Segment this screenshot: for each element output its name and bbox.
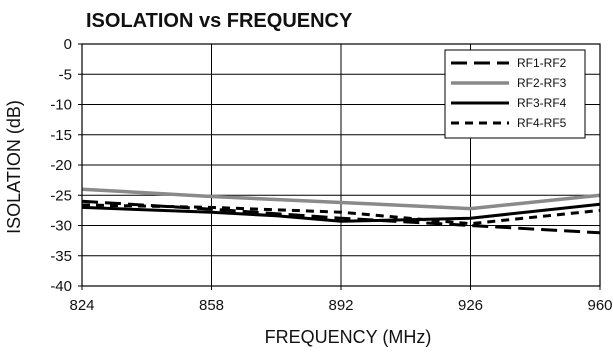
- legend: RF1-RF2 RF2-RF3 RF3-RF4 RF4-RF5: [444, 49, 586, 139]
- series-line-rf3-rf4: [81, 202, 601, 223]
- chart-title: ISOLATION vs FREQUENCY: [86, 10, 353, 32]
- y-tick-label: -35: [50, 248, 72, 265]
- y-tick-label: -20: [50, 157, 72, 174]
- y-axis-label: ISOLATION (dB): [4, 100, 24, 234]
- x-tick-label: 858: [199, 297, 224, 314]
- y-tick-label: -40: [50, 278, 72, 295]
- y-tick-label: -15: [50, 127, 72, 144]
- series-line-rf2-rf3: [81, 187, 601, 211]
- legend-label-rf3-rf4: RF3-RF4: [517, 96, 567, 110]
- series-layer: [81, 187, 601, 235]
- x-tick-label: 892: [328, 297, 353, 314]
- x-tick-label: 960: [587, 297, 612, 314]
- legend-label-rf2-rf3: RF2-RF3: [517, 76, 567, 90]
- x-tick-label: 926: [458, 297, 483, 314]
- x-tick-label: 824: [69, 297, 94, 314]
- y-tick-label: -10: [50, 97, 72, 114]
- y-tick-label: 0: [64, 36, 72, 53]
- series-line-rf4-rf5: [81, 203, 601, 226]
- series-line-rf1-rf2: [81, 199, 601, 235]
- y-tick-label: -25: [50, 187, 72, 204]
- y-tick-label: -5: [59, 66, 72, 83]
- legend-label-rf1-rf2: RF1-RF2: [517, 56, 567, 70]
- tick-layer: 0 -5 -10 -15 -20 -25 -30 -35 -40 824 858 892 926 960: [50, 36, 612, 314]
- legend-label-rf4-rf5: RF4-RF5: [517, 116, 567, 130]
- x-axis-label: FREQUENCY (MHz): [265, 327, 432, 347]
- y-tick-label: -30: [50, 218, 72, 235]
